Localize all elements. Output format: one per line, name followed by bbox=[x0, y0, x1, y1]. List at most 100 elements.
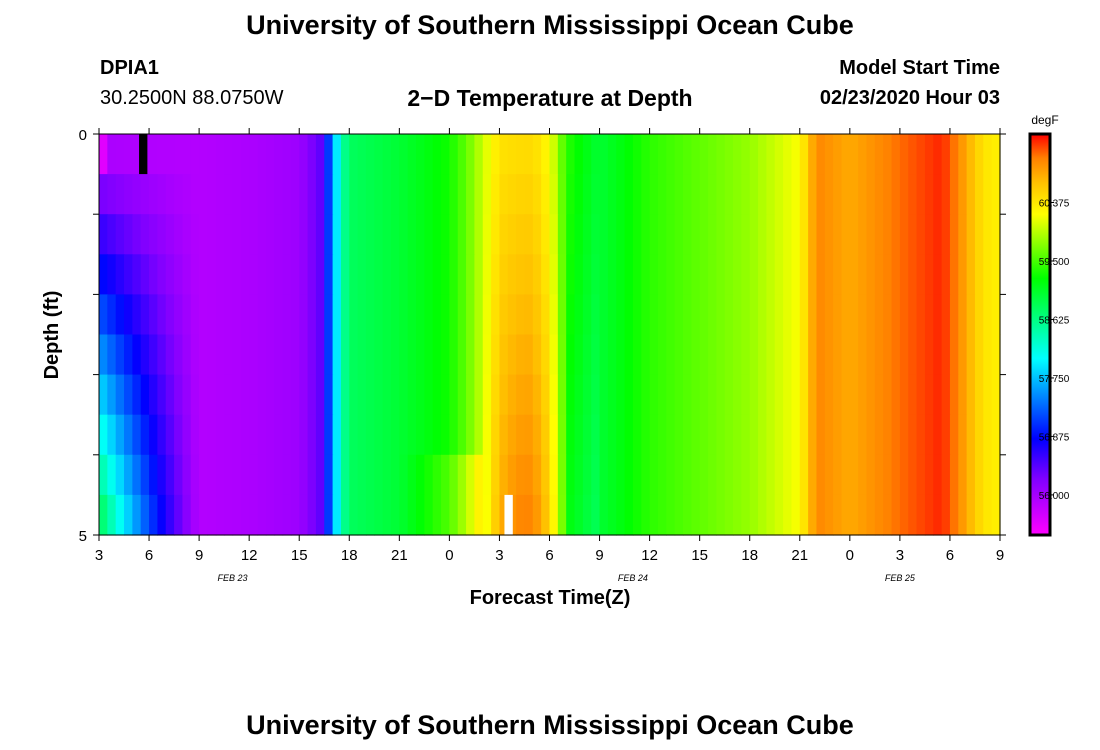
heatmap-cell bbox=[432, 494, 442, 536]
heatmap-cell bbox=[883, 174, 893, 215]
heatmap-cell bbox=[724, 174, 734, 215]
heatmap-cell bbox=[115, 454, 125, 496]
heatmap-cell bbox=[749, 494, 759, 536]
heatmap-cell bbox=[132, 214, 142, 255]
heatmap-cell bbox=[849, 494, 859, 536]
heatmap-cell bbox=[399, 494, 409, 536]
heatmap-cell bbox=[516, 454, 526, 496]
colorbar-unit: degF bbox=[1031, 113, 1058, 127]
heatmap-cell bbox=[616, 294, 626, 336]
heatmap-cell bbox=[357, 334, 367, 376]
heatmap-cell bbox=[682, 174, 692, 215]
heatmap-cell bbox=[616, 414, 626, 456]
heatmap-cell bbox=[290, 334, 300, 376]
heatmap-cell bbox=[591, 254, 601, 295]
heatmap-cell bbox=[841, 454, 851, 496]
heatmap-cell bbox=[657, 134, 667, 175]
heatmap-cell bbox=[616, 134, 626, 175]
heatmap-cell bbox=[457, 494, 467, 536]
heatmap-cell bbox=[265, 214, 275, 255]
heatmap-cell bbox=[174, 254, 184, 295]
heatmap-cell bbox=[207, 494, 217, 536]
heatmap-cell bbox=[849, 454, 859, 496]
heatmap-cell bbox=[165, 294, 175, 336]
heatmap-cell bbox=[774, 334, 784, 376]
heatmap-cell bbox=[199, 414, 209, 456]
heatmap-cell bbox=[290, 134, 300, 175]
heatmap-cell bbox=[424, 414, 434, 456]
heatmap-cell bbox=[733, 494, 742, 536]
heatmap-cell bbox=[591, 294, 601, 336]
colorbar-tick-label: 59.500 bbox=[1039, 257, 1070, 268]
heatmap-cell bbox=[532, 494, 542, 536]
heatmap-cell bbox=[607, 334, 617, 376]
heatmap-cell bbox=[599, 374, 609, 416]
heatmap-cell bbox=[908, 174, 918, 215]
heatmap-cell bbox=[682, 254, 692, 295]
heatmap-cell bbox=[532, 414, 542, 456]
model-start-value: 02/23/2020 Hour 03 bbox=[819, 87, 1000, 109]
heatmap-cell bbox=[324, 214, 334, 255]
heatmap-cell bbox=[941, 454, 951, 496]
heatmap-cell bbox=[382, 454, 392, 496]
heatmap-cell bbox=[766, 334, 776, 376]
heatmap-cell bbox=[766, 134, 776, 175]
heatmap-cell bbox=[682, 294, 692, 336]
heatmap-cell bbox=[416, 374, 425, 416]
heatmap-cell bbox=[799, 454, 809, 496]
heatmap-cell bbox=[908, 454, 918, 496]
heatmap-cell bbox=[199, 494, 209, 536]
heatmap-cell bbox=[332, 254, 342, 295]
heatmap-cell bbox=[708, 334, 717, 376]
heatmap-cell bbox=[257, 134, 267, 175]
heatmap-cell bbox=[749, 374, 759, 416]
heatmap-cell bbox=[841, 374, 851, 416]
heatmap-cell bbox=[941, 294, 951, 336]
heatmap-cell bbox=[399, 414, 409, 456]
heatmap-cell bbox=[891, 294, 901, 336]
heatmap-cell bbox=[265, 254, 275, 295]
heatmap-cell bbox=[274, 334, 284, 376]
heatmap-cell bbox=[424, 174, 434, 215]
heatmap-cell bbox=[691, 494, 701, 536]
heatmap-cell bbox=[566, 214, 576, 255]
heatmap-cell bbox=[307, 174, 317, 215]
heatmap-cell bbox=[899, 334, 909, 376]
heatmap-cell bbox=[641, 494, 651, 536]
heatmap-cell bbox=[315, 174, 325, 215]
heatmap-cell bbox=[416, 334, 425, 376]
heatmap-cell bbox=[974, 494, 984, 536]
heatmap-cell bbox=[983, 334, 993, 376]
heatmap-cell bbox=[290, 214, 300, 255]
heatmap-cell bbox=[774, 454, 784, 496]
heatmap-cell bbox=[607, 294, 617, 336]
heatmap-cell bbox=[924, 294, 934, 336]
heatmap-cell bbox=[182, 294, 192, 336]
heatmap-cell bbox=[741, 174, 751, 215]
heatmap-cell bbox=[357, 134, 367, 175]
heatmap-cell bbox=[966, 174, 976, 215]
heatmap-cell bbox=[783, 454, 793, 496]
heatmap-cell bbox=[232, 174, 242, 215]
heatmap-cell bbox=[632, 294, 642, 336]
heatmap-cell bbox=[841, 134, 851, 175]
heatmap-cell bbox=[916, 134, 926, 175]
heatmap-cell bbox=[674, 454, 684, 496]
heatmap-cell bbox=[616, 374, 626, 416]
heatmap-cell bbox=[499, 254, 509, 295]
heatmap-cell bbox=[182, 334, 192, 376]
heatmap-cell bbox=[257, 454, 267, 496]
heatmap-cell bbox=[666, 374, 676, 416]
heatmap-cell bbox=[174, 494, 184, 536]
heatmap-cell bbox=[624, 134, 634, 175]
heatmap-cell bbox=[99, 374, 108, 416]
heatmap-cell bbox=[624, 374, 634, 416]
heatmap-cell bbox=[574, 414, 584, 456]
heatmap-cell bbox=[365, 174, 375, 215]
heatmap-cell bbox=[874, 334, 884, 376]
heatmap-cell bbox=[390, 374, 400, 416]
heatmap-cell bbox=[332, 494, 342, 536]
heatmap-cell bbox=[299, 214, 309, 255]
x-date-label: FEB 23 bbox=[217, 573, 247, 583]
heatmap-cell bbox=[332, 134, 342, 175]
